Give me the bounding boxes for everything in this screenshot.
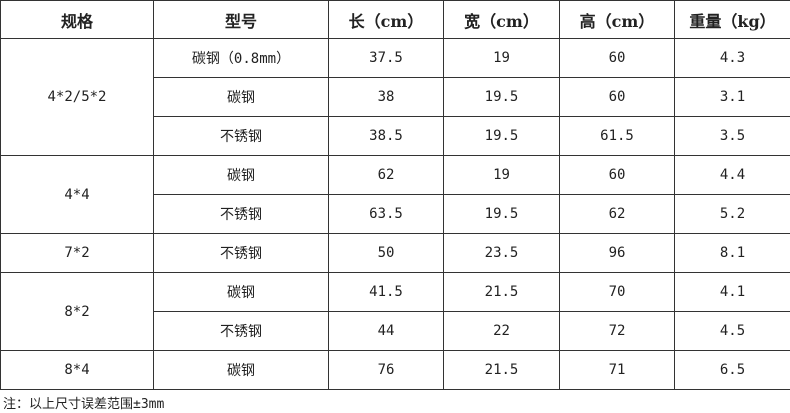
table-cell: 碳钢（0.8mm）: [153, 38, 329, 78]
spec-cell: 8*2: [0, 272, 154, 351]
table-cell: 21.5: [443, 350, 560, 390]
table-cell: 23.5: [443, 233, 560, 273]
table-row: 碳钢 38 19.5 60 3.1: [1, 77, 790, 117]
footnote: 注：以上尺寸误差范围±3mm: [3, 397, 165, 412]
table-cell: 碳钢: [153, 350, 329, 390]
table-cell: 50: [328, 233, 444, 273]
table-cell: 不锈钢: [153, 233, 329, 273]
table-cell: 碳钢: [153, 77, 329, 117]
column-header: 高（cm）: [559, 0, 675, 39]
table-cell: 3.5: [674, 116, 790, 156]
table-cell: 碳钢: [153, 155, 329, 195]
table-row: 8*4 碳钢 76 21.5 71 6.5: [0, 350, 790, 390]
table-cell: 19: [443, 38, 560, 78]
table-cell: 60: [559, 38, 675, 78]
table-cell: 70: [559, 272, 675, 312]
table-cell: 5.2: [674, 194, 790, 234]
table-cell: 19.5: [443, 77, 560, 117]
table-cell: 21.5: [443, 272, 560, 312]
table-cell: 不锈钢: [153, 194, 329, 234]
table-row: 7*2 不锈钢 50 23.5 96 8.1: [0, 233, 790, 273]
table-cell: 3.1: [674, 77, 790, 117]
table-row: 8*2 碳钢 41.5 21.5 70 4.1: [0, 272, 790, 351]
table-cell: 60: [559, 155, 675, 195]
column-header: 重量（kg）: [674, 0, 790, 39]
spec-table: 规格 型号 长（cm） 宽（cm） 高（cm） 重量（kg） 4*2/5*2 碳钢（0.8m…: [0, 0, 790, 390]
table-row: 4*2/5*2 碳钢（0.8mm） 37.5 19 60 4.3: [0, 38, 790, 156]
table-cell: 4.1: [674, 272, 790, 312]
table-cell: 61.5: [559, 116, 675, 156]
table-cell: 19.5: [443, 116, 560, 156]
table-cell: 62: [559, 194, 675, 234]
table-cell: 60: [559, 77, 675, 117]
table-cell: 6.5: [674, 350, 790, 390]
table-cell: 37.5: [328, 38, 444, 78]
table-row: 4*4 碳钢 62 19 60 4.4: [0, 155, 790, 234]
column-header: 宽（cm）: [443, 0, 560, 39]
spec-cell: 4*2/5*2: [0, 38, 154, 156]
table-cell: 4.3: [674, 38, 790, 78]
table-cell: 72: [559, 311, 675, 351]
header-row: 规格 型号 长（cm） 宽（cm） 高（cm） 重量（kg）: [0, 0, 790, 39]
table-cell: 不锈钢: [153, 311, 329, 351]
table-cell: 38.5: [328, 116, 444, 156]
table-row: 不锈钢 38.5 19.5 61.5 3.5: [1, 116, 790, 156]
table-cell: 8.1: [674, 233, 790, 273]
table-cell: 38: [328, 77, 444, 117]
table-cell: 4.4: [674, 155, 790, 195]
table-cell: 76: [328, 350, 444, 390]
column-header: 长（cm）: [328, 0, 444, 39]
table-cell: 44: [328, 311, 444, 351]
column-header: 型号: [153, 0, 329, 39]
table-cell: 22: [443, 311, 560, 351]
table-cell: 41.5: [328, 272, 444, 312]
table-cell: 96: [559, 233, 675, 273]
spec-cell: 4*4: [0, 155, 154, 234]
table-cell: 19: [443, 155, 560, 195]
table-cell: 不锈钢: [153, 116, 329, 156]
table-cell: 4.5: [674, 311, 790, 351]
spec-cell: 7*2: [0, 233, 154, 273]
table-row: 不锈钢 63.5 19.5 62 5.2: [1, 194, 790, 234]
table-cell: 63.5: [328, 194, 444, 234]
table-cell: 62: [328, 155, 444, 195]
table-row: 不锈钢 44 22 72 4.5: [1, 311, 790, 351]
spec-cell: 8*4: [0, 350, 154, 390]
column-header: 规格: [0, 0, 154, 39]
table-cell: 19.5: [443, 194, 560, 234]
table-cell: 71: [559, 350, 675, 390]
table-cell: 碳钢: [153, 272, 329, 312]
